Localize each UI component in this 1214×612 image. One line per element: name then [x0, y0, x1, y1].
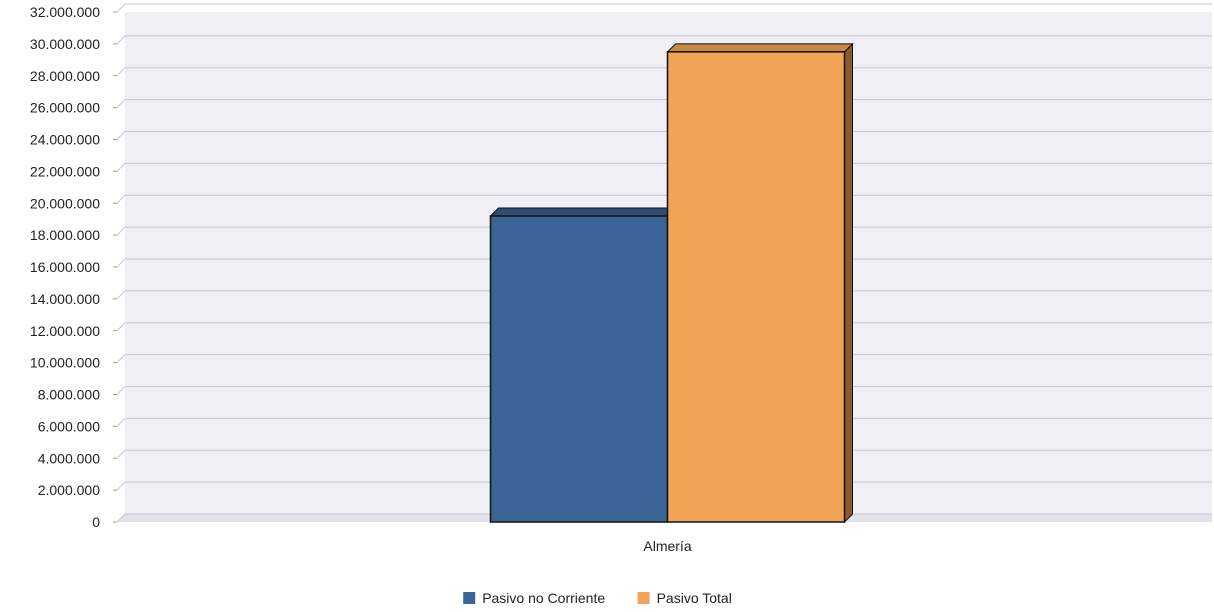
y-tick-label: 28.000.000: [30, 68, 100, 84]
bar-front: [489, 215, 669, 523]
x-axis-categories: Almería: [643, 538, 691, 554]
y-tick-label: 2.000.000: [38, 482, 100, 498]
y-tick-label: 30.000.000: [30, 36, 100, 52]
y-tick-label: 6.000.000: [38, 418, 100, 434]
bar-pasivo-no-corriente: [489, 206, 677, 524]
bar-top: [666, 43, 854, 53]
x-category-label: Almería: [643, 538, 691, 554]
y-tick-label: 12.000.000: [30, 323, 100, 339]
legend-label: Pasivo no Corriente: [482, 590, 605, 606]
gridline: [116, 3, 1212, 13]
legend: Pasivo no Corriente Pasivo Total: [463, 590, 732, 606]
y-tick-label: 22.000.000: [30, 163, 100, 179]
legend-swatch: [463, 592, 476, 604]
y-tick-label: 16.000.000: [30, 259, 100, 275]
y-tick-label: 10.000.000: [30, 355, 100, 371]
bar-front: [666, 51, 846, 523]
y-tick-label: 26.000.000: [30, 100, 100, 116]
y-tick-label: 0: [92, 514, 100, 530]
y-axis-ticks: 0 2.000.000 4.000.000 6.000.000 8.000.000 10.…: [30, 4, 117, 530]
y-tick-label: 14.000.000: [30, 291, 100, 307]
y-tick-label: 18.000.000: [30, 227, 100, 243]
bars: [489, 42, 854, 524]
y-tick-label: 20.000.000: [30, 195, 100, 211]
bar-side: [844, 42, 853, 524]
legend-item-pasivo-total: Pasivo Total: [637, 590, 732, 606]
legend-swatch: [637, 592, 650, 604]
bar-pasivo-total: [666, 42, 854, 524]
gridline: [116, 35, 1212, 45]
y-tick-label: 8.000.000: [38, 387, 100, 403]
legend-label: Pasivo Total: [657, 590, 732, 606]
y-tick-label: 4.000.000: [38, 450, 100, 466]
y-tick-label: 24.000.000: [30, 132, 100, 148]
y-tick-label: 32.000.000: [30, 4, 100, 20]
legend-item-pasivo-no-corriente: Pasivo no Corriente: [463, 590, 605, 606]
bar-top: [489, 207, 677, 217]
